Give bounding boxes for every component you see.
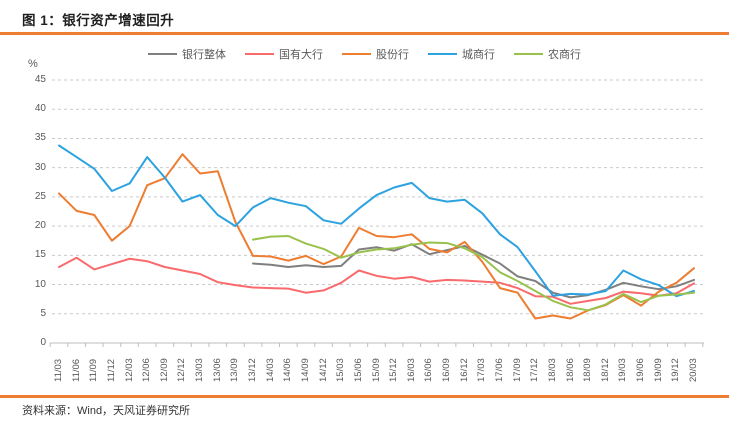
chart-legend: 银行整体 国有大行 股份行 城商行 农商行 [0,46,729,62]
series-line-国有大行 [58,256,695,305]
y-tick-label-25: 25 [34,190,46,202]
series-line-股份行 [58,153,695,320]
y-tick-label-40: 40 [34,103,46,115]
x-tick-label-15/12: 15/12 [388,358,400,382]
series-line-城商行 [58,144,695,298]
x-tick-label-19/03: 19/03 [617,358,629,382]
x-tick-label-16/06: 16/06 [423,358,435,382]
legend-line-swatch [245,53,274,55]
legend-label: 城商行 [462,49,495,61]
legend-label: 国有大行 [279,49,323,61]
x-tick-label-20/03: 20/03 [688,358,699,382]
x-tick-label-13/09: 13/09 [229,358,241,382]
series-line-农商行 [252,235,695,312]
x-tick-label-13/03: 13/03 [194,358,206,382]
source-note: 资料来源：Wind，天风证券研究所 [22,405,191,417]
y-tick-label-0: 0 [40,337,46,348]
legend-label: 农商行 [548,49,581,61]
y-tick-label-45: 45 [34,74,46,85]
y-tick-label-30: 30 [34,161,46,173]
y-tick-label-20: 20 [34,220,46,232]
x-tick-label-17/12: 17/12 [529,358,541,382]
x-tick-label-17/03: 17/03 [476,358,488,382]
x-tick-label-11/03: 11/03 [53,358,64,382]
x-tick-label-19/09: 19/09 [652,358,664,382]
x-tick-label-16/12: 16/12 [458,358,470,382]
legend-item-农商行: 农商行 [514,46,581,62]
x-tick-label-18/09: 18/09 [582,358,594,382]
x-tick-label-11/09: 11/09 [88,358,100,382]
x-tick-label-11/06: 11/06 [70,358,82,382]
legend-label: 股份行 [376,49,409,61]
legend-item-国有大行: 国有大行 [245,46,323,62]
x-tick-label-17/06: 17/06 [493,358,505,382]
legend-line-swatch [514,53,543,55]
y-tick-label-5: 5 [40,307,46,319]
y-tick-label-15: 15 [34,249,46,261]
x-tick-label-15/03: 15/03 [335,358,347,382]
legend-line-swatch [428,53,457,55]
x-tick-label-14/06: 14/06 [282,358,294,382]
x-tick-label-18/06: 18/06 [564,358,576,382]
x-tick-label-18/12: 18/12 [599,358,611,382]
x-tick-label-14/09: 14/09 [299,358,311,382]
y-axis-unit-label: % [28,58,38,70]
legend-item-股份行: 股份行 [342,46,409,62]
top-accent-rule [0,32,729,35]
legend-line-swatch [342,53,371,55]
y-tick-label-35: 35 [34,132,46,144]
y-tick-label-10: 10 [34,278,46,290]
x-tick-label-15/09: 15/09 [370,358,382,382]
x-tick-label-13/12: 13/12 [247,358,259,382]
bottom-accent-rule [0,395,729,398]
legend-item-银行整体: 银行整体 [148,46,226,62]
x-tick-label-11/12: 11/12 [105,358,117,382]
x-tick-label-19/06: 19/06 [635,358,647,382]
figure-title: 图 1：银行资产增速回升 [22,13,175,28]
legend-item-城商行: 城商行 [428,46,495,62]
x-tick-label-18/03: 18/03 [546,358,558,382]
x-tick-label-12/03: 12/03 [123,358,135,382]
x-tick-label-15/06: 15/06 [352,358,364,382]
x-tick-label-12/06: 12/06 [141,358,153,382]
x-tick-label-12/09: 12/09 [158,358,170,382]
x-tick-label-16/03: 16/03 [405,358,417,382]
x-tick-label-12/12: 12/12 [176,358,188,382]
legend-label: 银行整体 [182,49,226,61]
x-tick-label-19/12: 19/12 [670,358,682,382]
x-tick-label-14/12: 14/12 [317,358,329,382]
x-tick-label-13/06: 13/06 [211,358,223,382]
x-tick-label-14/03: 14/03 [264,358,276,382]
legend-line-swatch [148,53,177,55]
x-tick-label-16/09: 16/09 [441,358,453,382]
x-tick-label-17/09: 17/09 [511,358,523,382]
